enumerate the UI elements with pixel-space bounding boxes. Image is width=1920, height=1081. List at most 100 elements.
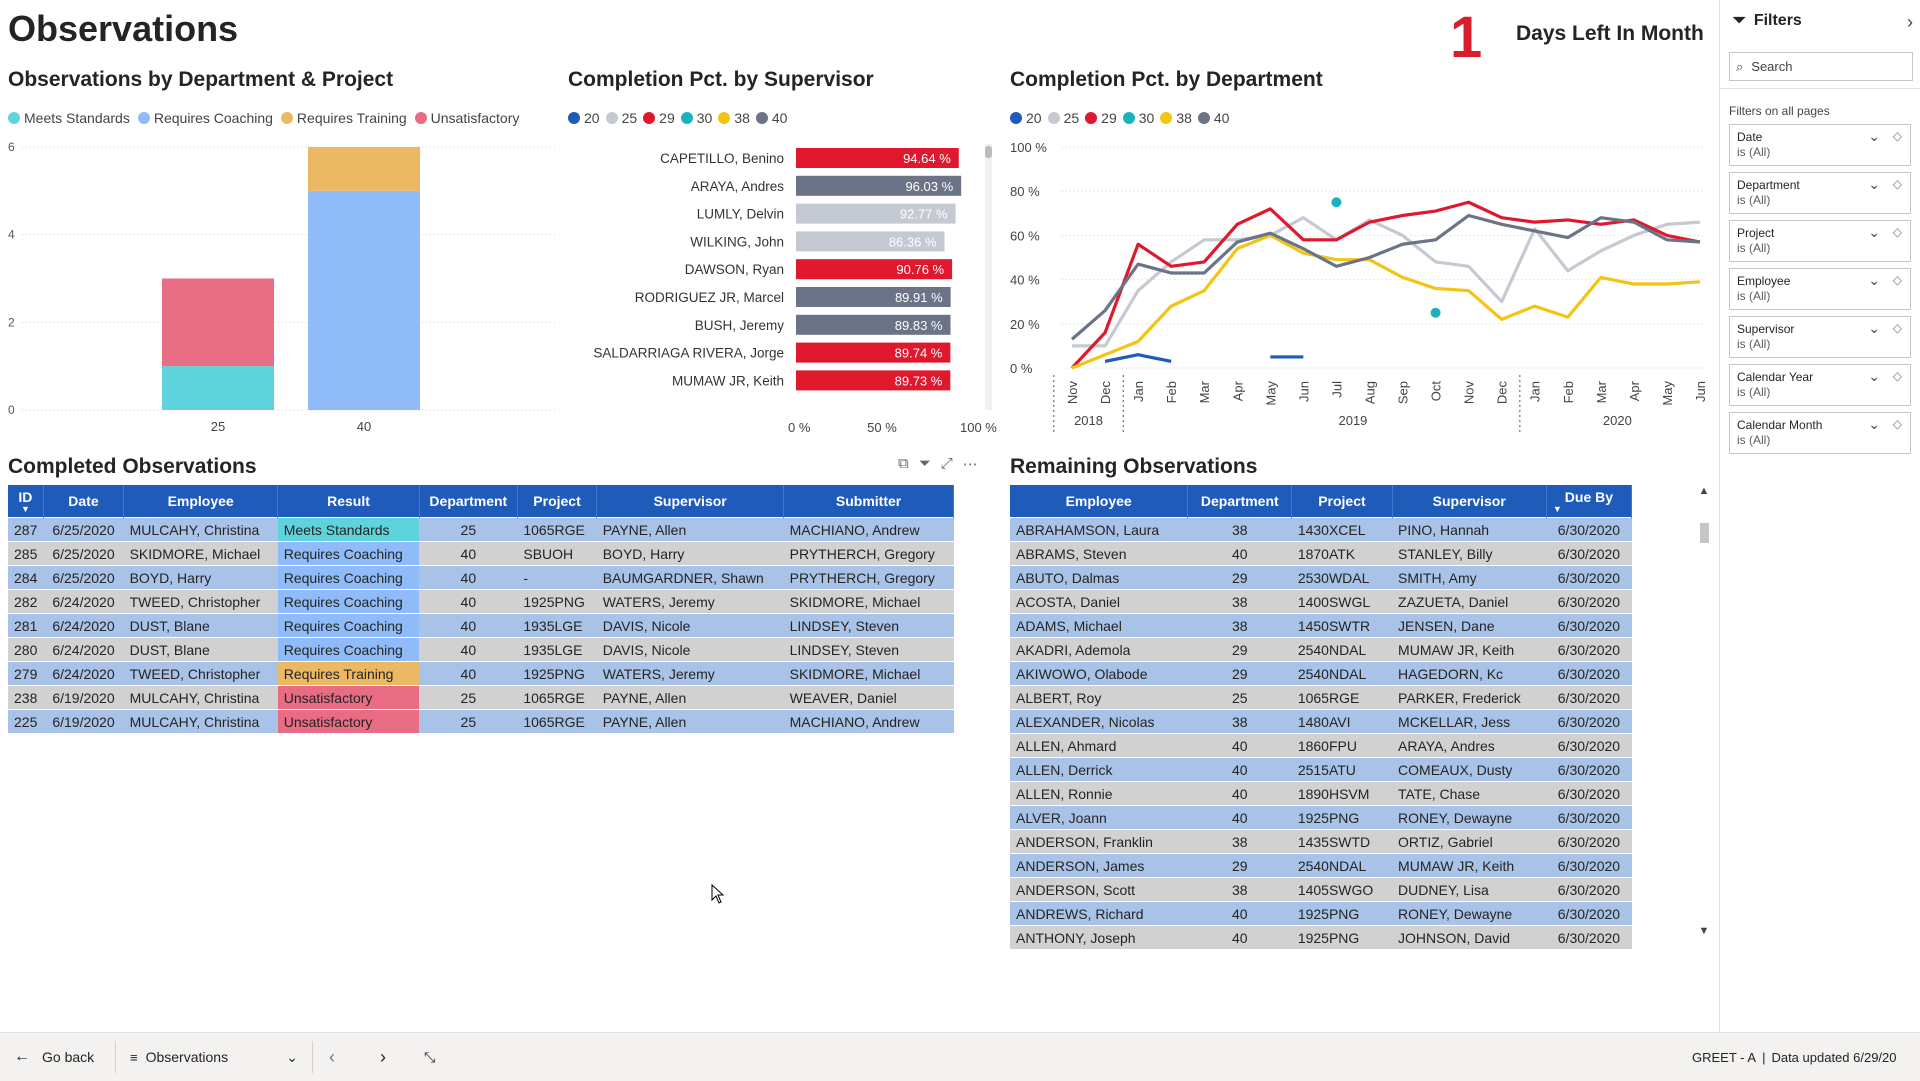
legend-item[interactable]: 25 [1047, 110, 1079, 126]
column-header-department[interactable]: Department [419, 485, 518, 518]
scrollbar-thumb[interactable] [1700, 523, 1709, 543]
clear-filter-icon[interactable]: ◇ [1892, 177, 1902, 191]
column-header-id[interactable]: ID ▼ [8, 485, 44, 518]
table-row[interactable]: 279 6/24/2020 TWEED, Christopher Requires T… [8, 661, 954, 686]
table-row[interactable]: ABRAMS, Steven 40 1870ATK STANLEY, Billy 6/3… [1010, 541, 1632, 566]
clear-filter-icon[interactable]: ◇ [1892, 369, 1902, 383]
legend-item[interactable]: 29 [643, 110, 675, 126]
filter-card-date[interactable]: Date is (All) ⌄ ◇ [1729, 124, 1911, 166]
table-row[interactable]: ANDREWS, Richard 40 1925PNG RONEY, Dewayne 6… [1010, 901, 1632, 926]
chevron-down-icon[interactable]: ⌄ [1868, 224, 1880, 240]
column-header-employee[interactable]: Employee [1010, 485, 1189, 518]
table-row[interactable]: ANDERSON, Franklin 38 1435SWTD ORTIZ, Gabri… [1010, 829, 1632, 854]
chevron-down-icon[interactable]: ⌄ [1868, 176, 1880, 192]
column-header-supervisor[interactable]: Supervisor [596, 485, 785, 518]
next-page-button[interactable]: › [380, 1033, 386, 1081]
clear-filter-icon[interactable]: ◇ [1892, 417, 1902, 431]
legend-item[interactable]: 29 [1085, 110, 1117, 126]
table-row[interactable]: ALEXANDER, Nicolas 38 1480AVI MCKELLAR, Jes… [1010, 709, 1632, 734]
bar-data-label: 89.91 % [895, 290, 943, 305]
table-row[interactable]: ADAMS, Michael 38 1450SWTR JENSEN, Dane 6/30… [1010, 613, 1632, 638]
table-row[interactable]: 238 6/19/2020 MULCAHY, Christina Unsatisfac… [8, 685, 954, 710]
filter-card-supervisor[interactable]: Supervisor is (All) ⌄ ◇ [1729, 316, 1911, 358]
table-row[interactable]: ALLEN, Ronnie 40 1890HSVM TATE, Chase 6/30/2… [1010, 781, 1632, 806]
table-row[interactable]: 285 6/25/2020 SKIDMORE, Michael Requires Co… [8, 541, 954, 566]
exit-fullscreen-button[interactable]: ⤡ [424, 1033, 435, 1081]
scroll-up-icon[interactable]: ▲ [1698, 485, 1710, 497]
chevron-down-icon[interactable]: ⌄ [1868, 416, 1880, 432]
table-row[interactable]: ALVER, Joann 40 1925PNG RONEY, Dewayne 6/30/… [1010, 805, 1632, 830]
legend-item[interactable]: 40 [755, 110, 787, 126]
focus-mode-icon[interactable]: ⤢ [940, 455, 953, 472]
legend-item[interactable]: 20 [1010, 110, 1042, 126]
go-back-button[interactable]: ← Go back [14, 1033, 94, 1081]
table-row[interactable]: AKIWOWO, Olabode 29 2540NDAL HAGEDORN, Kc 6/… [1010, 661, 1632, 686]
filter-card-project[interactable]: Project is (All) ⌄ ◇ [1729, 220, 1911, 262]
table-row[interactable]: ANDERSON, Scott 38 1405SWGO DUDNEY, Lisa 6/3… [1010, 877, 1632, 902]
table-row[interactable]: ABRAHAMSON, Laura 38 1430XCEL PINO, Hannah 6… [1010, 517, 1632, 542]
clear-filter-icon[interactable]: ◇ [1892, 321, 1902, 335]
legend-item[interactable]: Unsatisfactory [414, 110, 519, 126]
table-row[interactable]: 282 6/24/2020 TWEED, Christopher Requires C… [8, 589, 954, 614]
legend-item[interactable]: 25 [605, 110, 637, 126]
previous-page-button[interactable]: ‹ [329, 1033, 335, 1081]
filter-card-calendar-month[interactable]: Calendar Month is (All) ⌄ ◇ [1729, 412, 1911, 454]
column-header-submitter[interactable]: Submitter [783, 485, 954, 518]
clear-filter-icon[interactable]: ◇ [1892, 225, 1902, 239]
legend-item[interactable]: 20 [568, 110, 600, 126]
column-header-result[interactable]: Result [277, 485, 420, 518]
filters-search-input[interactable]: ⌕ Search [1729, 52, 1913, 81]
x-tick-label: Jul [1329, 381, 1344, 398]
copy-icon[interactable]: ⧉ [898, 455, 909, 472]
page-selector-dropdown[interactable]: ≡ Observations ⌄ [130, 1033, 298, 1081]
column-header-department[interactable]: Department [1187, 485, 1293, 518]
cell-supervisor: TATE, Chase [1392, 781, 1547, 806]
table-row[interactable]: 287 6/25/2020 MULCAHY, Christina Meets Stan… [8, 517, 954, 542]
legend-item[interactable]: Requires Training [280, 110, 407, 126]
chevron-down-icon[interactable]: ⌄ [1868, 272, 1880, 288]
clear-filter-icon[interactable]: ◇ [1892, 273, 1902, 287]
table-row[interactable]: ALBERT, Roy 25 1065RGE PARKER, Frederick 6/3… [1010, 685, 1632, 710]
filter-card-department[interactable]: Department is (All) ⌄ ◇ [1729, 172, 1911, 214]
table-row[interactable]: AKADRI, Ademola 29 2540NDAL MUMAW JR, Keith… [1010, 637, 1632, 662]
column-header-supervisor[interactable]: Supervisor [1392, 485, 1547, 518]
filter-card-employee[interactable]: Employee is (All) ⌄ ◇ [1729, 268, 1911, 310]
chevron-down-icon[interactable]: ⌄ [1868, 368, 1880, 384]
table-row[interactable]: 280 6/24/2020 DUST, Blane Requires Coaching… [8, 637, 954, 662]
table-row[interactable]: ABUTO, Dalmas 29 2530WDAL SMITH, Amy 6/30/20… [1010, 565, 1632, 590]
column-header-project[interactable]: Project [517, 485, 598, 518]
column-header-employee[interactable]: Employee [123, 485, 279, 518]
cell-department: 38 [1187, 829, 1292, 854]
chevron-down-icon[interactable]: ⌄ [1868, 320, 1880, 336]
filter-icon[interactable]: ⏷ [918, 455, 931, 472]
table-row[interactable]: 225 6/19/2020 MULCAHY, Christina Unsatisfac… [8, 709, 954, 733]
chevron-down-icon[interactable]: ⌄ [1868, 128, 1880, 144]
cell-employee: ANTHONY, Joseph [1010, 925, 1188, 949]
cell-employee: ANDREWS, Richard [1010, 901, 1188, 926]
scroll-down-icon[interactable]: ▼ [1698, 925, 1710, 937]
legend-item[interactable]: 38 [1160, 110, 1192, 126]
table-row[interactable]: ANTHONY, Joseph 40 1925PNG JOHNSON, David 6/… [1010, 925, 1632, 949]
collapse-pane-icon[interactable]: › [1907, 12, 1913, 32]
table-row[interactable]: ANDERSON, James 29 2540NDAL MUMAW JR, Keith… [1010, 853, 1632, 878]
remaining-scrollbar[interactable]: ▲ ▼ [1697, 485, 1711, 959]
table-row[interactable]: 281 6/24/2020 DUST, Blane Requires Coaching… [8, 613, 954, 638]
table-row[interactable]: ALLEN, Ahmard 40 1860FPU ARAYA, Andres 6/30/… [1010, 733, 1632, 758]
more-options-icon[interactable]: ⋯ [962, 456, 978, 473]
legend-item[interactable]: Meets Standards [8, 110, 130, 126]
legend-item[interactable]: 30 [1122, 110, 1154, 126]
legend-item[interactable]: 30 [680, 110, 712, 126]
column-header-project[interactable]: Project [1291, 485, 1393, 518]
cell-id: 280 [8, 637, 44, 662]
column-header-due-by[interactable]: Due By ▼ [1546, 485, 1632, 518]
legend-item[interactable]: Requires Coaching [137, 110, 273, 126]
table-row[interactable]: 284 6/25/2020 BOYD, Harry Requires Coaching… [8, 565, 954, 590]
legend-dot [568, 112, 580, 124]
column-header-date[interactable]: Date [43, 485, 125, 518]
table-row[interactable]: ACOSTA, Daniel 38 1400SWGL ZAZUETA, Daniel 6… [1010, 589, 1632, 614]
legend-item[interactable]: 40 [1197, 110, 1229, 126]
legend-item[interactable]: 38 [718, 110, 750, 126]
table-row[interactable]: ALLEN, Derrick 40 2515ATU COMEAUX, Dusty 6/3… [1010, 757, 1632, 782]
clear-filter-icon[interactable]: ◇ [1892, 129, 1902, 143]
filter-card-calendar-year[interactable]: Calendar Year is (All) ⌄ ◇ [1729, 364, 1911, 406]
